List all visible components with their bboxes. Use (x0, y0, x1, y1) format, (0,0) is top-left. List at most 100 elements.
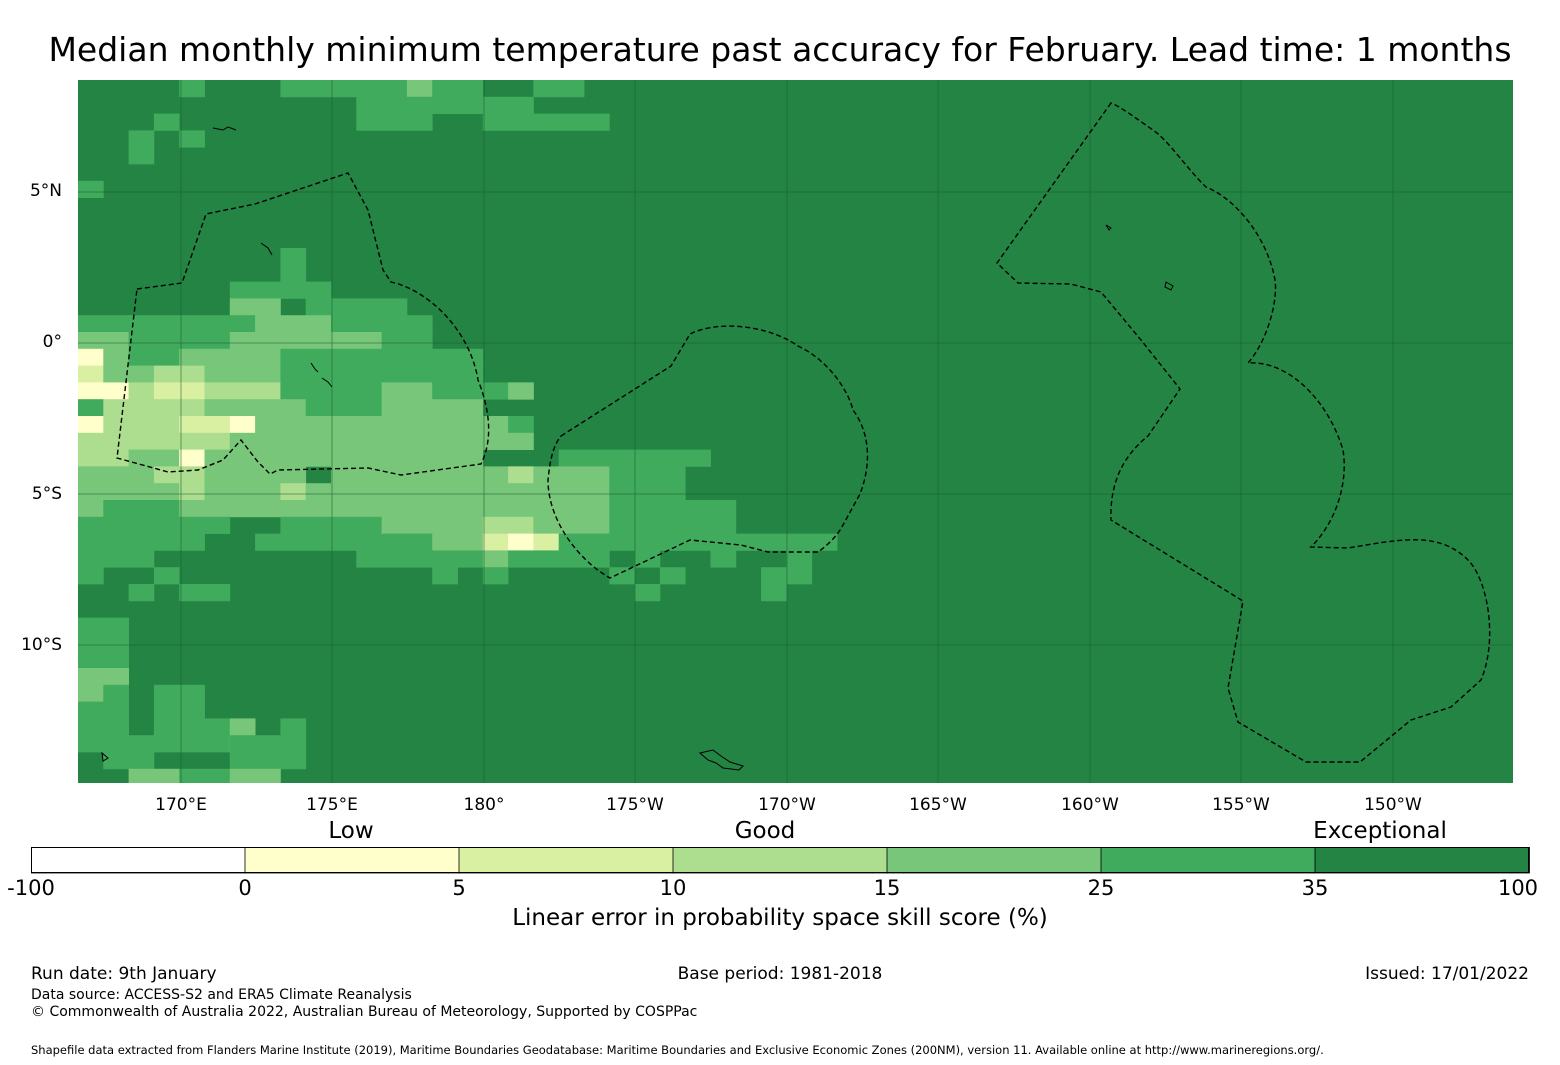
category-exceptional: Exceptional (1313, 818, 1447, 844)
skill-cell (153, 533, 205, 551)
skill-map (78, 80, 1513, 783)
chart-title: Median monthly minimum temperature past … (48, 30, 1512, 69)
skill-cell (103, 399, 155, 417)
lon-label-165w: 165°W (909, 795, 967, 815)
colorbar-segment (886, 847, 1102, 874)
base-period: Base period: 1981-2018 (677, 964, 883, 984)
run-date: Run date: 9th January (31, 964, 217, 984)
skill-cell (508, 466, 534, 484)
skill-cell (179, 500, 281, 518)
skill-cell (381, 416, 433, 434)
skill-cell (659, 567, 686, 585)
skill-cell (229, 298, 256, 316)
skill-cell (103, 348, 129, 366)
skill-cell (255, 533, 332, 551)
skill-cell (78, 449, 129, 467)
skill-cell (609, 466, 686, 484)
skill-cell (78, 466, 155, 484)
skill-cell (356, 550, 484, 568)
skill-cell (482, 567, 509, 585)
island-atoll-c (212, 126, 237, 131)
skill-cell (229, 768, 281, 783)
tick-neg100: -100 (7, 876, 55, 900)
eez-kiribati-gilbert (116, 172, 490, 476)
shapefile-credit: Shapefile data extracted from Flanders M… (31, 1043, 1324, 1057)
skill-cell (811, 533, 838, 551)
skill-cell (685, 516, 737, 534)
skill-cell (78, 684, 104, 702)
skill-cell (710, 533, 813, 551)
skill-cell (128, 550, 155, 568)
lat-label-5n: 5°N (29, 181, 62, 201)
lon-label-155w: 155°W (1212, 795, 1270, 815)
skill-cell (305, 399, 382, 417)
skill-cell (229, 416, 256, 434)
skill-cell (255, 416, 307, 434)
skill-cell (305, 432, 357, 450)
skill-cell (280, 382, 382, 400)
skill-cell (103, 365, 155, 383)
skill-cell (255, 298, 281, 316)
skill-cell (381, 332, 433, 350)
lat-label-0: 0° (42, 332, 62, 352)
skill-cell (710, 550, 737, 568)
skill-cell (558, 533, 635, 551)
skill-cell (103, 684, 129, 702)
skill-cell (508, 382, 534, 400)
skill-cell (78, 315, 129, 333)
skill-cell (78, 180, 104, 198)
skill-cell (381, 516, 433, 534)
skill-cell (584, 550, 610, 568)
copyright: © Commonwealth of Australia 2022, Austra… (31, 1004, 698, 1020)
skill-cell (432, 432, 534, 450)
tick-15: 15 (873, 876, 901, 900)
skill-cell (153, 382, 205, 400)
skill-cell (609, 516, 686, 534)
skill-cell (609, 449, 711, 467)
skill-cell (406, 466, 484, 484)
skill-cell (609, 500, 686, 518)
skill-cell (153, 718, 231, 753)
skill-cell (78, 634, 129, 652)
skill-cell (331, 365, 382, 383)
skill-cell (280, 483, 307, 501)
skill-cell (508, 550, 585, 568)
skill-cell (482, 516, 534, 534)
skill-cell (179, 483, 205, 501)
skill-cell (229, 432, 307, 450)
skill-cell (482, 533, 509, 551)
skill-cell (280, 281, 332, 299)
skill-cell (356, 113, 433, 131)
skill-cell (482, 113, 610, 131)
skill-cell (331, 80, 408, 98)
colorbar-segment (1100, 847, 1316, 874)
skill-cell (128, 449, 180, 467)
skill-cell (204, 365, 281, 383)
skill-cell (78, 432, 129, 450)
skill-cell (406, 483, 534, 501)
colorbar-label: Linear error in probability space skill … (512, 905, 1048, 931)
skill-cell (406, 500, 534, 518)
colorbar-segment (244, 847, 460, 874)
skill-cell (179, 449, 205, 467)
skill-cell (179, 80, 205, 98)
island-atoll-e (310, 362, 319, 373)
category-low: Low (328, 818, 374, 844)
island-atoll-g (101, 751, 109, 762)
island-atoll-a (1164, 281, 1174, 291)
tick-25: 25 (1087, 876, 1115, 900)
skill-cell (761, 567, 787, 585)
skill-cell (533, 533, 560, 551)
skill-cell (331, 466, 408, 484)
skill-cell (78, 668, 129, 686)
skill-cell (280, 449, 357, 467)
skill-cell (78, 365, 104, 383)
skill-cell (533, 516, 610, 534)
lon-label-180: 180° (463, 795, 505, 815)
skill-cell (356, 432, 433, 450)
skill-cell (609, 483, 686, 501)
skill-cell (381, 399, 484, 417)
skill-cell (128, 130, 155, 165)
island-atoll-d (260, 242, 273, 256)
skill-cell (280, 718, 307, 736)
